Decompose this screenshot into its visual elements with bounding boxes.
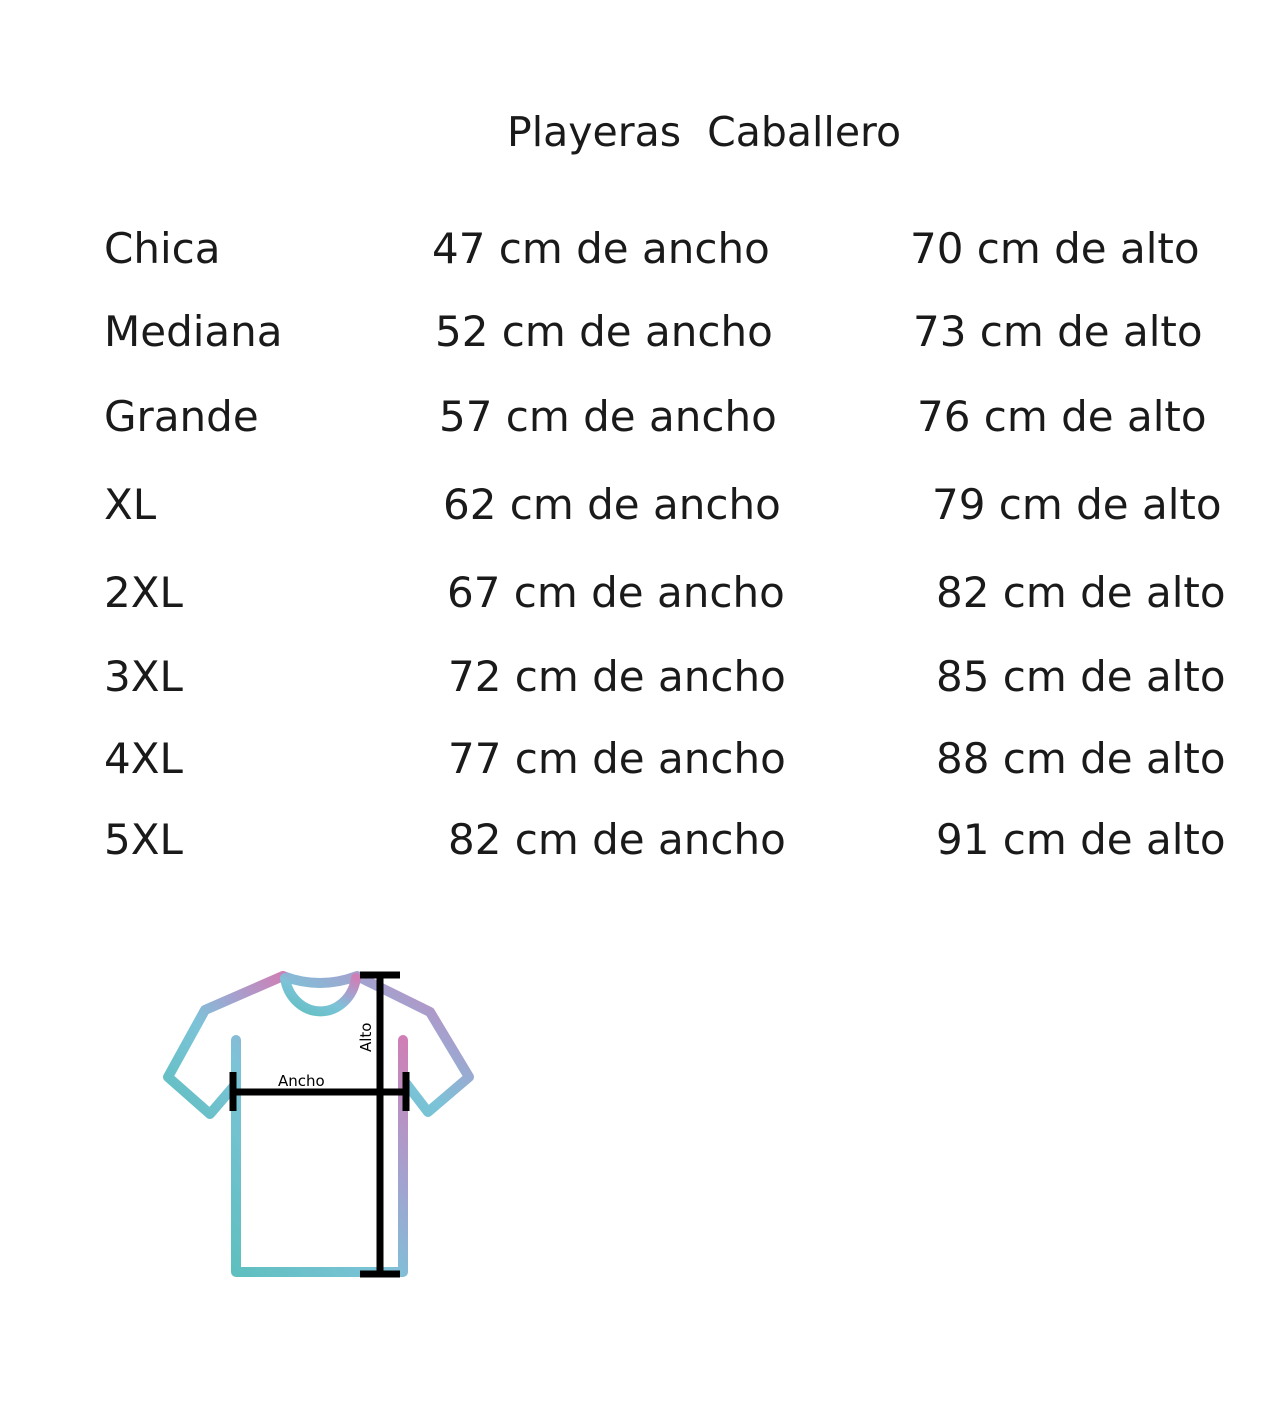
height-value: 85 cm de alto	[936, 652, 1226, 701]
size-label: Chica	[104, 224, 221, 273]
height-value: 73 cm de alto	[913, 307, 1203, 356]
width-value: 67 cm de ancho	[447, 568, 785, 617]
width-label: Ancho	[278, 1072, 325, 1090]
width-value: 57 cm de ancho	[439, 392, 777, 441]
size-label: Mediana	[104, 307, 283, 356]
width-value: 82 cm de ancho	[448, 815, 786, 864]
size-label: 2XL	[104, 568, 183, 617]
height-label: Alto	[357, 1023, 375, 1053]
size-label: 3XL	[104, 652, 183, 701]
size-label: Grande	[104, 392, 259, 441]
measure-lines	[229, 971, 410, 1278]
height-value: 70 cm de alto	[910, 224, 1200, 273]
size-label: XL	[104, 480, 157, 529]
tshirt-outline	[163, 971, 474, 1277]
width-value: 72 cm de ancho	[448, 652, 786, 701]
height-value: 76 cm de alto	[917, 392, 1207, 441]
width-value: 47 cm de ancho	[432, 224, 770, 273]
size-label: 4XL	[104, 734, 183, 783]
width-value: 77 cm de ancho	[448, 734, 786, 783]
height-value: 79 cm de alto	[932, 480, 1222, 529]
height-value: 88 cm de alto	[936, 734, 1226, 783]
width-value: 52 cm de ancho	[435, 307, 773, 356]
width-value: 62 cm de ancho	[443, 480, 781, 529]
size-label: 5XL	[104, 815, 183, 864]
height-value: 91 cm de alto	[936, 815, 1226, 864]
page-title: Playeras Caballero	[507, 108, 902, 156]
height-value: 82 cm de alto	[936, 568, 1226, 617]
